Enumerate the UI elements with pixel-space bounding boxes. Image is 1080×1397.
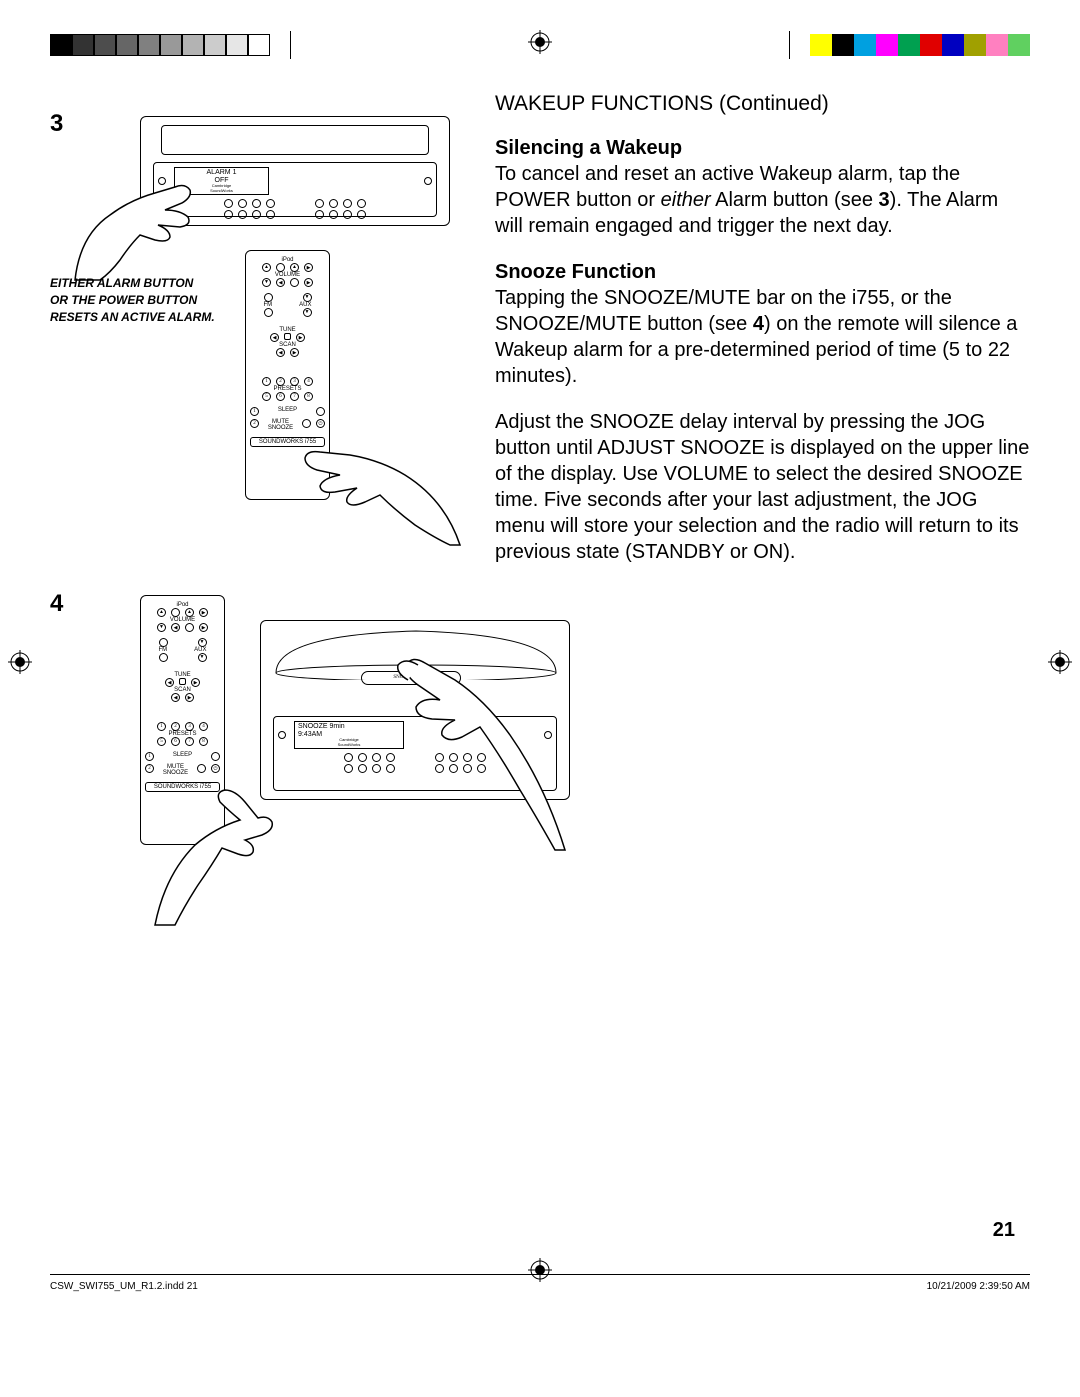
step-number-4: 4 [50,590,63,618]
silencing-heading: Silencing a Wakeup [495,135,1030,161]
hand-icon [150,780,310,930]
silencing-body: To cancel and reset an active Wakeup ala… [495,161,1030,239]
registration-mark-icon [1048,650,1072,674]
colorbar-separator [789,31,790,59]
color-swatches [810,34,1030,56]
hand-icon [285,420,465,550]
figure-4: iPod ▲▲▶ VOLUME ▼◀▶ ▼ FMAUX ▼ TUNE ◀▶ SC… [90,580,490,960]
print-footer: CSW_SWI755_UM_R1.2.indd 21 10/21/2009 2:… [50,1274,1030,1292]
footer-filename: CSW_SWI755_UM_R1.2.indd 21 [50,1281,198,1292]
colorbar-separator [290,31,291,59]
page-number: 21 [993,1219,1015,1242]
snooze-heading: Snooze Function [495,259,1030,285]
hand-icon [70,165,230,285]
snooze-body-2: Adjust the SNOOZE delay interval by pres… [495,409,1030,565]
figures-column: 3 ALARM 1 OFF CambridgeSoundWorks [50,80,495,1247]
registration-mark-icon [8,650,32,674]
registration-mark-icon [528,30,552,54]
hand-icon [370,635,570,855]
page-content: 3 ALARM 1 OFF CambridgeSoundWorks [50,80,1030,1247]
figure-3-caption: EITHER ALARM BUTTON OR THE POWER BUTTON … [50,275,215,325]
footer-timestamp: 10/21/2009 2:39:50 AM [927,1281,1030,1292]
grayscale-swatches [50,34,270,56]
section-title: WAKEUP FUNCTIONS (Continued) [495,90,1030,117]
step-number-3: 3 [50,110,63,138]
text-column: WAKEUP FUNCTIONS (Continued) Silencing a… [495,80,1030,1247]
snooze-body-1: Tapping the SNOOZE/MUTE bar on the i755,… [495,285,1030,389]
